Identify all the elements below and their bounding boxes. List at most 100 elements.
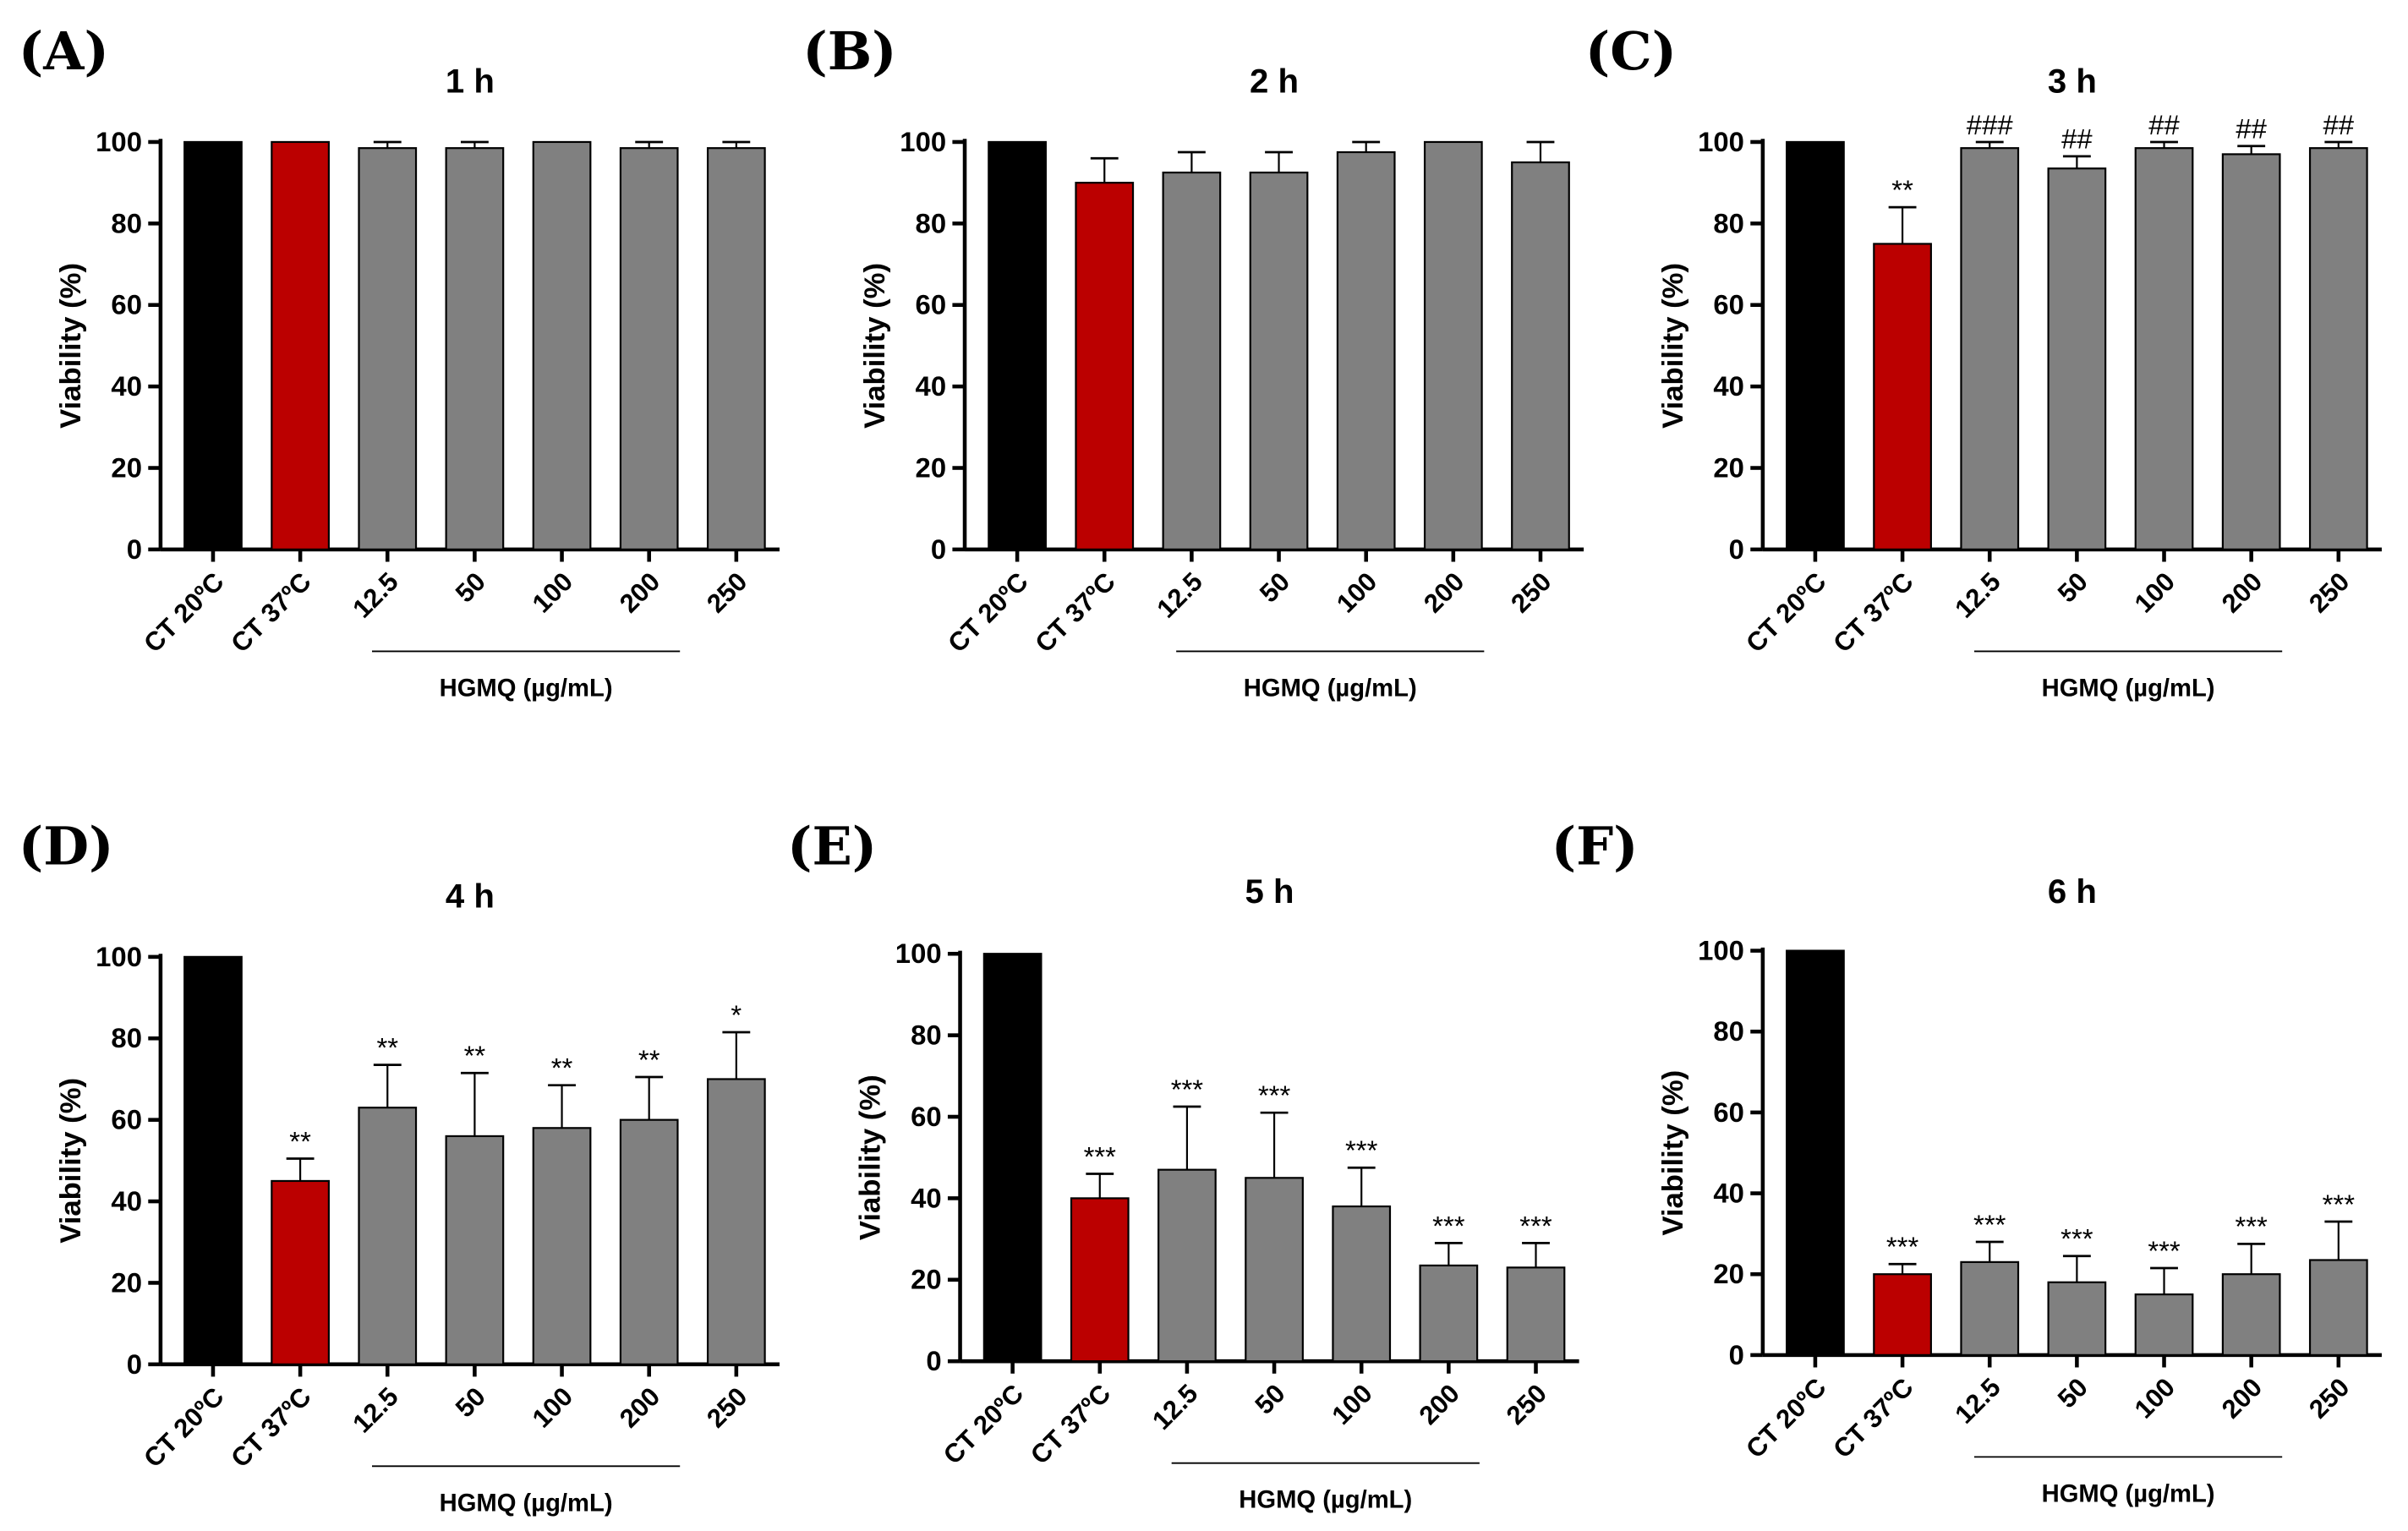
bar <box>445 147 505 551</box>
significance-label: *** <box>1886 1231 1919 1262</box>
bar <box>1162 172 1222 551</box>
x-tick-label: CT 37ºC <box>1025 1379 1116 1470</box>
bar <box>183 140 243 551</box>
significance-label: *** <box>2323 1189 2356 1220</box>
chart-title: 5 h <box>1245 872 1294 910</box>
x-tick-label: 100 <box>1331 566 1382 618</box>
x-axis-label: HGMQ (µg/mL) <box>440 675 613 702</box>
bar <box>2308 147 2368 551</box>
x-axis-label: HGMQ (µg/mL) <box>1239 1487 1412 1514</box>
bar <box>1070 1197 1130 1363</box>
x-tick-label: 12.5 <box>347 566 403 623</box>
y-tick-label: 60 <box>911 1101 942 1132</box>
panel-e: (E) 5 h 0 20 40 60 80 100 Viability (%) CT 20ºC **… <box>787 815 1579 1514</box>
significance-label: *** <box>1345 1135 1378 1166</box>
y-tick-label: 20 <box>911 1264 942 1295</box>
bar <box>1075 182 1135 551</box>
bar <box>2047 1281 2107 1356</box>
bar <box>1245 1177 1304 1363</box>
bar <box>706 147 766 551</box>
y-tick-label: 40 <box>911 1182 942 1213</box>
y-tick-label: 0 <box>931 533 946 565</box>
x-tick-label: 12.5 <box>1949 566 2006 623</box>
x-tick-label: CT 20ºC <box>138 1381 229 1473</box>
significance-label: *** <box>2148 1235 2181 1266</box>
bar <box>358 1107 418 1365</box>
significance-label: *** <box>1084 1140 1117 1172</box>
y-axis-label: Viability (%) <box>55 263 87 429</box>
x-tick-label: CT 37ºC <box>1827 566 1918 658</box>
x-tick-label: 100 <box>1326 1379 1377 1430</box>
y-tick-label: 80 <box>916 207 947 238</box>
bar <box>2134 1293 2194 1356</box>
y-tick-label: 100 <box>900 126 946 157</box>
bar <box>1786 140 1845 551</box>
x-tick-label: 12.5 <box>1949 1372 2006 1429</box>
x-tick-label: 250 <box>1505 566 1557 618</box>
x-tick-label: 50 <box>450 1381 491 1423</box>
bar <box>1873 1273 1932 1356</box>
x-tick-label: 100 <box>2129 566 2181 618</box>
bar <box>271 1179 330 1365</box>
bar <box>619 1118 679 1365</box>
x-tick-label: 12.5 <box>1152 566 1208 623</box>
y-tick-label: 0 <box>127 1348 142 1380</box>
y-tick-label: 40 <box>111 370 142 402</box>
chart-title: 4 h <box>446 877 495 915</box>
significance-label: *** <box>1973 1209 2006 1240</box>
significance-label: *** <box>2235 1211 2268 1242</box>
significance-label: ## <box>2236 113 2267 145</box>
bar <box>982 953 1043 1363</box>
panel-label: (D) <box>19 815 114 877</box>
panel-label: (F) <box>1552 815 1639 877</box>
x-tick-label: CT 20ºC <box>1740 566 1831 658</box>
x-tick-label: CT 20ºC <box>938 1379 1029 1470</box>
x-tick-label: CT 37ºC <box>225 1381 316 1473</box>
x-tick-label: CT 37ºC <box>1029 566 1120 658</box>
y-tick-label: 80 <box>1713 207 1744 238</box>
panel-label: (B) <box>802 20 896 82</box>
y-tick-label: 100 <box>96 941 142 972</box>
x-tick-label: CT 20ºC <box>138 566 229 658</box>
bar <box>358 147 418 551</box>
significance-label: ** <box>464 1040 486 1071</box>
x-tick-label: CT 20ºC <box>1740 1372 1831 1463</box>
x-tick-label: 100 <box>527 566 578 618</box>
y-tick-label: 0 <box>127 533 142 565</box>
bar <box>445 1135 505 1365</box>
x-tick-label: 250 <box>2303 1372 2355 1424</box>
y-axis-label: Viability (%) <box>55 1078 87 1244</box>
y-tick-label: 100 <box>1698 126 1744 157</box>
bar <box>1336 150 1396 551</box>
x-tick-label: 50 <box>2052 566 2093 608</box>
x-tick-label: 50 <box>2052 1372 2093 1413</box>
y-tick-label: 20 <box>1713 1258 1744 1289</box>
significance-label: ** <box>551 1053 573 1084</box>
y-tick-label: 60 <box>916 289 947 320</box>
bar <box>706 1078 766 1365</box>
y-tick-label: 80 <box>911 1020 942 1051</box>
y-tick-label: 40 <box>111 1185 142 1217</box>
y-tick-label: 60 <box>111 289 142 320</box>
y-tick-label: 0 <box>926 1345 941 1376</box>
panel-b: (B) 2 h 0 20 40 60 80 100 Viability (%) CT 20ºCCT… <box>802 20 1584 702</box>
bar <box>1332 1205 1392 1363</box>
panel-label: (E) <box>787 815 877 877</box>
x-tick-label: CT 37ºC <box>225 566 316 658</box>
bar <box>271 140 330 551</box>
bar <box>1960 147 2020 551</box>
significance-label: ** <box>1891 174 1913 205</box>
bar <box>1423 140 1483 551</box>
significance-label: *** <box>1432 1210 1465 1241</box>
x-tick-label: 12.5 <box>347 1381 403 1438</box>
bar <box>2308 1259 2368 1356</box>
y-tick-label: 40 <box>916 370 947 402</box>
x-tick-label: 100 <box>527 1381 578 1433</box>
y-tick-label: 80 <box>111 207 142 238</box>
y-tick-label: 100 <box>96 126 142 157</box>
bar <box>2221 153 2281 551</box>
y-axis-label: Viability (%) <box>855 1074 887 1240</box>
y-tick-label: 80 <box>1713 1015 1744 1047</box>
